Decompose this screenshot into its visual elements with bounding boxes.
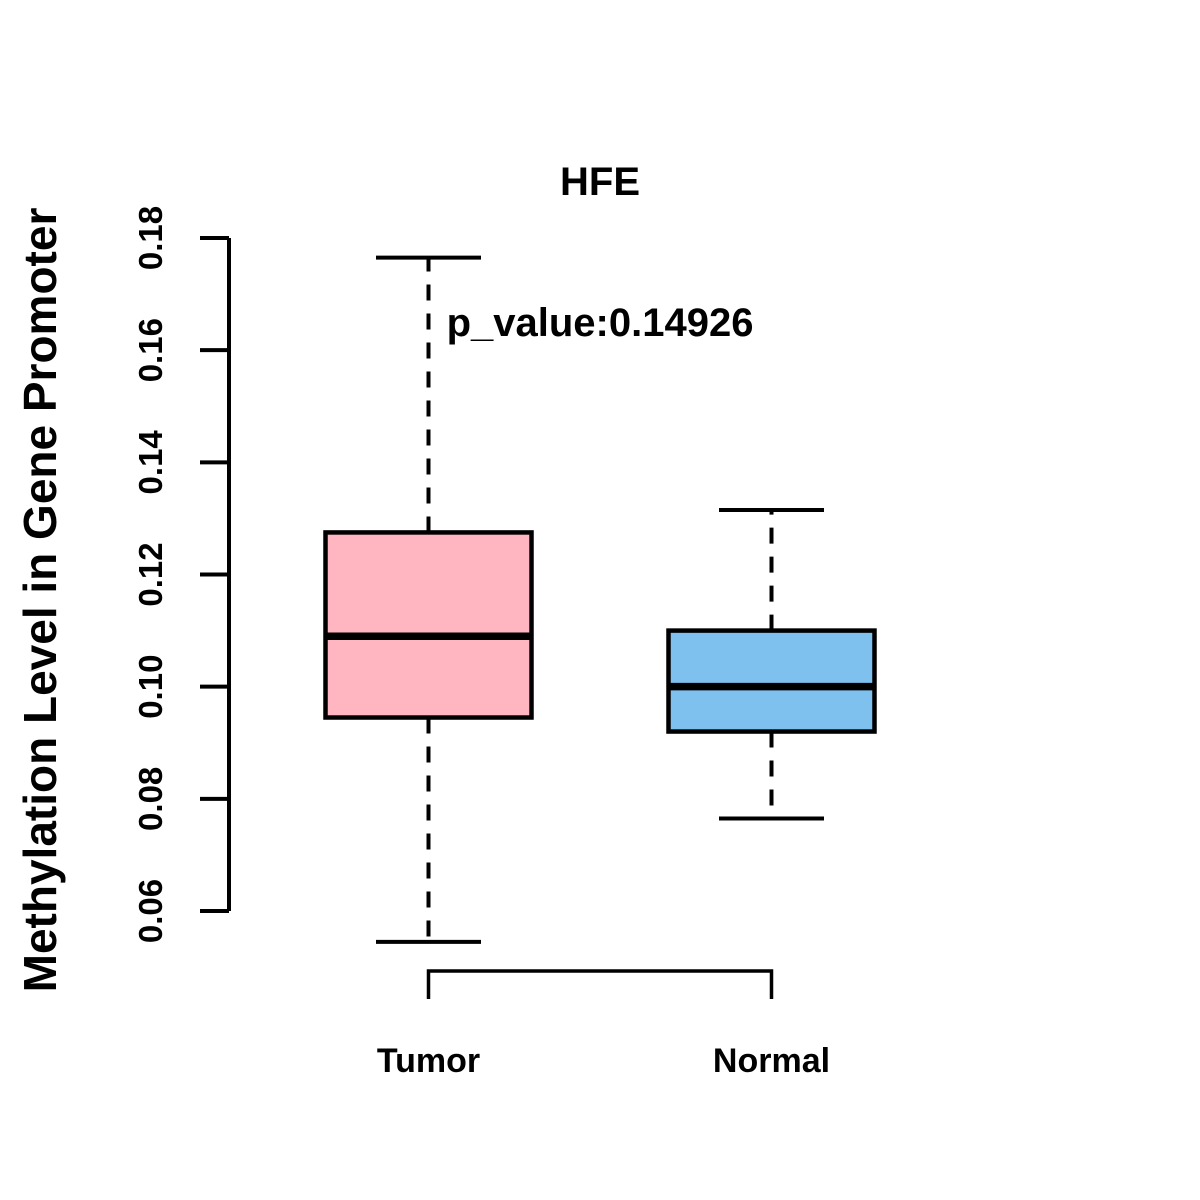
group-comparison-bracket [426,969,774,999]
tumor-axis-label: Tumor [377,1042,480,1080]
y-tick-label: 0.08 [132,767,169,831]
y-tick-label: 0.12 [132,542,169,606]
y-tick-label: 0.10 [132,655,169,719]
y-tick-label: 0.14 [132,430,169,495]
chart-title: HFE [560,160,640,204]
chart-title-block: HFE p_value:0.14926 [0,65,1200,441]
normal-box [666,628,877,734]
tumor-box [323,530,534,720]
normal-axis-label: Normal [713,1042,830,1080]
chart-subtitle: p_value:0.14926 [446,301,754,345]
y-tick-label: 0.18 [132,206,169,270]
y-tick-label: 0.16 [132,318,169,382]
y-tick-label: 0.06 [132,879,169,943]
